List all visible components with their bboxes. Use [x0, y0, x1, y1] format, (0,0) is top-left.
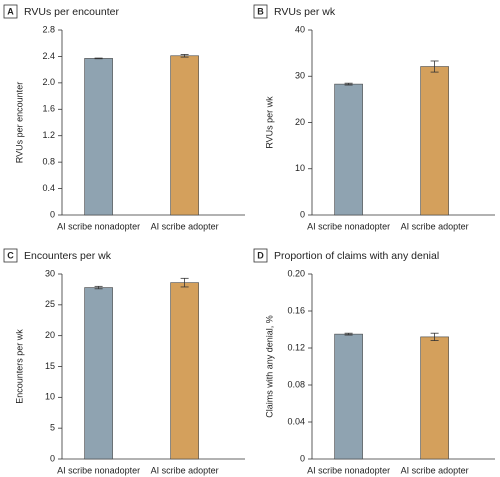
y-tick-label: 2.8: [42, 24, 55, 34]
panel-letter-box: [253, 248, 268, 263]
bar: [334, 333, 363, 460]
y-tick-label: 0.12: [287, 342, 305, 352]
panel-letter: C: [7, 250, 14, 260]
bar: [334, 83, 363, 216]
y-tick-label: 0.16: [287, 305, 305, 315]
y-axis-label: Encounters per wk: [14, 329, 24, 404]
y-tick-label: 25: [45, 299, 55, 309]
y-tick-label: 2.4: [42, 51, 55, 61]
y-axis-label: RVUs per encounter: [14, 82, 24, 163]
y-tick-label: 15: [45, 361, 55, 371]
y-tick-label: 0: [50, 453, 55, 463]
x-tick-label: AI scribe nonadopter: [57, 221, 140, 231]
y-axis-label: RVUs per wk: [264, 96, 274, 149]
bar: [420, 336, 449, 460]
y-tick-label: 30: [45, 268, 55, 278]
bar: [420, 66, 449, 216]
y-tick-label: 0: [50, 209, 55, 219]
bar: [170, 282, 199, 460]
y-tick-label: 0: [300, 453, 305, 463]
y-tick-label: 2.0: [42, 77, 55, 87]
y-tick-label: 0: [300, 209, 305, 219]
panel-title: Encounters per wk: [24, 250, 112, 262]
x-tick-label: AI scribe adopter: [401, 465, 469, 475]
panel-letter-box: [3, 4, 18, 19]
x-tick-label: AI scribe adopter: [401, 221, 469, 231]
x-tick-label: AI scribe adopter: [151, 465, 219, 475]
x-tick-label: AI scribe nonadopter: [307, 465, 390, 475]
panel-letter: D: [257, 250, 264, 260]
panel-title: RVUs per encounter: [24, 6, 119, 18]
y-tick-label: 0.8: [42, 157, 55, 167]
y-tick-label: 0.04: [287, 416, 305, 426]
y-tick-label: 10: [45, 392, 55, 402]
panel-letter-box: [3, 248, 18, 263]
y-axis-label: Claims with any denial, %: [264, 315, 274, 418]
panel-letter: A: [7, 6, 14, 16]
y-tick-label: 40: [295, 24, 305, 34]
x-tick-label: AI scribe nonadopter: [307, 221, 390, 231]
panel-letter: B: [257, 6, 264, 16]
y-tick-label: 0.20: [287, 268, 305, 278]
y-tick-label: 20: [295, 117, 305, 127]
panel-letter-box: [253, 4, 268, 19]
y-tick-label: 1.6: [42, 104, 55, 114]
y-tick-label: 1.2: [42, 130, 55, 140]
bar: [84, 58, 113, 216]
bar: [84, 287, 113, 460]
y-tick-label: 0.4: [42, 183, 55, 193]
y-tick-label: 30: [295, 71, 305, 81]
x-tick-label: AI scribe nonadopter: [57, 465, 140, 475]
y-tick-label: 20: [45, 330, 55, 340]
y-tick-label: 5: [50, 423, 55, 433]
panel-title: Proportion of claims with any denial: [274, 250, 439, 262]
panel-title: RVUs per wk: [274, 6, 336, 18]
x-tick-label: AI scribe adopter: [151, 221, 219, 231]
y-tick-label: 10: [295, 163, 305, 173]
bar: [170, 55, 199, 216]
y-tick-label: 0.08: [287, 379, 305, 389]
